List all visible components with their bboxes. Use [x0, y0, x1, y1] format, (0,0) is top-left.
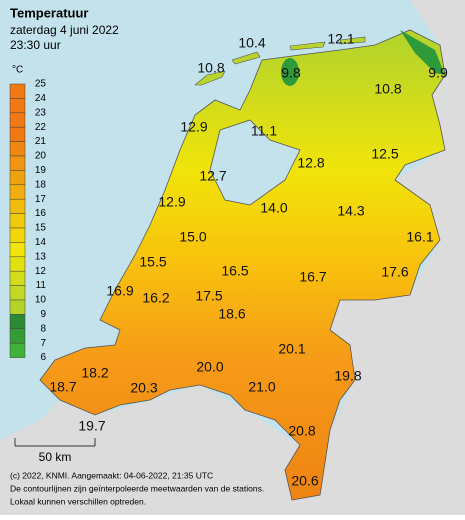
legend-swatch — [9, 213, 26, 229]
station-value: 18.7 — [49, 379, 76, 395]
station-value: 12.9 — [180, 119, 207, 135]
legend-label: 11 — [36, 280, 47, 291]
legend-label: 14 — [35, 237, 47, 248]
station-value: 12.5 — [371, 146, 398, 162]
legend-label: 6 — [40, 352, 46, 363]
station-value: 18.2 — [81, 365, 108, 381]
station-value: 15.0 — [179, 229, 206, 245]
title: Temperatuur — [10, 5, 89, 20]
station-value: 17.5 — [195, 288, 222, 304]
station-value: 12.7 — [199, 168, 226, 184]
legend-label: 12 — [35, 266, 47, 277]
legend: 25 24 23 22 21 20 19 18 17 16 15 14 13 12 11 10 9 8 7 6 — [9, 79, 47, 363]
station-value: 14.3 — [337, 203, 364, 219]
station-value: 15.5 — [139, 254, 166, 270]
legend-label: 7 — [40, 338, 46, 349]
station-value: 20.0 — [196, 359, 223, 375]
legend-swatch — [9, 198, 26, 214]
cold-area — [281, 58, 299, 86]
legend-label: 23 — [35, 107, 47, 118]
footer: De contourlijnen zijn geïnterpoleerde me… — [10, 483, 264, 493]
netherlands — [39, 29, 446, 501]
legend-label: 19 — [35, 165, 47, 176]
legend-swatch — [9, 170, 26, 186]
station-value: 16.2 — [142, 290, 169, 306]
legend-label: 8 — [40, 323, 46, 334]
legend-swatch — [9, 184, 26, 200]
station-value: 16.5 — [221, 263, 248, 279]
footer: (c) 2022, KNMI. Aangemaakt: 04-06-2022, … — [10, 470, 213, 480]
legend-label: 9 — [40, 309, 46, 320]
station-value: 19.8 — [334, 368, 361, 384]
legend-swatch — [9, 112, 26, 128]
station-value: 20.3 — [130, 380, 157, 396]
legend-swatch — [9, 141, 26, 157]
station-value: 12.8 — [297, 155, 324, 171]
legend-swatch — [9, 155, 26, 171]
legend-swatch — [9, 242, 26, 258]
legend-label: 16 — [35, 208, 47, 219]
stations: 10.4 12.1 10.8 9.8 9.9 10.8 12.9 11.1 12.8 12.5 12… — [49, 31, 448, 489]
station-value: 10.4 — [238, 35, 265, 51]
legend-label: 24 — [35, 93, 47, 104]
legend-label: 15 — [35, 223, 47, 234]
station-value: 16.1 — [406, 229, 433, 245]
legend-swatch — [9, 227, 26, 243]
legend-label: 18 — [35, 179, 47, 190]
legend-swatch — [9, 126, 26, 142]
legend-swatch — [9, 83, 26, 99]
legend-swatch — [9, 342, 26, 358]
station-value: 20.1 — [278, 341, 305, 357]
station-value: 12.1 — [327, 31, 354, 47]
cold-area — [400, 30, 445, 75]
station-value: 10.8 — [197, 60, 224, 76]
station-value: 9.8 — [281, 65, 301, 81]
wadden-islands — [194, 36, 366, 86]
station-value: 9.9 — [428, 65, 448, 81]
legend-swatch — [9, 328, 26, 344]
legend-swatch — [9, 285, 26, 301]
legend-label: 17 — [35, 194, 47, 205]
legend-label: 25 — [35, 79, 47, 90]
station-value: 20.6 — [291, 473, 318, 489]
station-value: 17.6 — [381, 264, 408, 280]
legend-label: 13 — [35, 251, 47, 262]
time: 23:30 uur — [10, 38, 61, 52]
station-value: 10.8 — [374, 81, 401, 97]
station-value: 11.1 — [251, 123, 277, 139]
legend-label: 21 — [35, 136, 47, 147]
scale-label: 50 km — [39, 450, 72, 464]
station-value: 16.7 — [299, 269, 326, 285]
legend-label: 22 — [35, 122, 47, 133]
station-value: 20.8 — [288, 423, 315, 439]
station-value: 19.7 — [78, 418, 105, 434]
footer: Lokaal kunnen verschillen optreden. — [10, 496, 146, 506]
legend-label: 10 — [35, 295, 47, 306]
legend-swatch — [9, 270, 26, 286]
ijsselmeer — [209, 119, 301, 206]
station-value: 16.9 — [106, 283, 133, 299]
date: zaterdag 4 juni 2022 — [10, 23, 119, 37]
legend-swatch — [9, 256, 26, 272]
legend-swatch — [9, 299, 26, 315]
station-value: 21.0 — [248, 379, 275, 395]
station-value: 14.0 — [260, 200, 287, 216]
legend-swatch — [9, 98, 26, 114]
legend-swatch — [9, 314, 26, 330]
legend-unit: °C — [12, 65, 23, 76]
legend-label: 20 — [35, 151, 47, 162]
station-value: 18.6 — [218, 306, 245, 322]
station-value: 12.9 — [158, 194, 185, 210]
